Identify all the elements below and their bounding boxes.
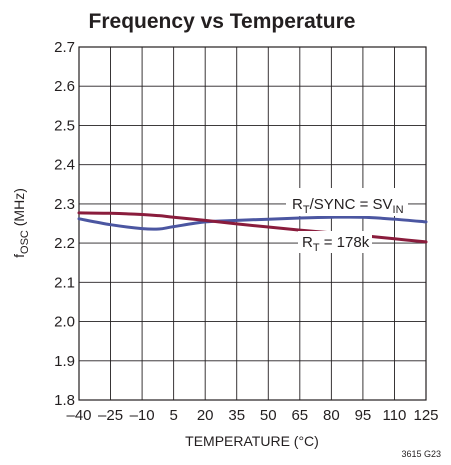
x-tick-label: –10 xyxy=(130,407,155,424)
y-tick-label: 2.4 xyxy=(54,157,75,174)
y-axis-label: fOSC (MHz) xyxy=(11,188,31,258)
x-axis-label: TEMPERATURE (°C) xyxy=(185,433,319,449)
annotation-part: R xyxy=(292,196,303,213)
x-tick-label: 5 xyxy=(169,407,177,424)
x-tick-label: 125 xyxy=(413,407,438,424)
plot-frame xyxy=(78,46,427,401)
y-tick-label: 2.2 xyxy=(54,235,75,252)
annotation-part: R xyxy=(302,234,313,251)
annotation-part: T xyxy=(303,204,310,216)
x-tick-label: 20 xyxy=(197,407,214,424)
y-axis-label-main: f xyxy=(11,254,27,258)
y-tick-label: 2.3 xyxy=(54,196,75,213)
series-annotation-1: RT/SYNC = SVIN xyxy=(292,196,404,216)
x-tick-label: 50 xyxy=(260,407,277,424)
series-lines xyxy=(77,211,428,244)
x-tick-label: 80 xyxy=(323,407,340,424)
annotation-part: /SYNC = SV xyxy=(310,196,393,213)
annotation-part: IN xyxy=(393,204,404,216)
y-tick-label: 2.5 xyxy=(54,117,75,134)
x-tick-label: –25 xyxy=(98,407,123,424)
annotation-backdrop xyxy=(298,231,372,253)
y-tick-label: 2.0 xyxy=(54,314,75,331)
x-tick-label: 95 xyxy=(355,407,372,424)
annotation-part: = 178k xyxy=(320,234,370,251)
y-tick-label: 1.8 xyxy=(54,392,75,409)
tick-labels: 1.8 1.9 2.0 2.1 2.2 2.3 2.4 2.5 2.6 2.7 –40 –25 –10 5… xyxy=(54,39,438,424)
x-tick-label: –40 xyxy=(66,407,91,424)
y-tick-label: 1.9 xyxy=(54,353,75,370)
series-annotation-2: RT = 178k xyxy=(302,234,370,254)
y-axis-label-sub: OSC xyxy=(19,230,31,254)
y-tick-label: 2.6 xyxy=(54,78,75,95)
grid xyxy=(79,47,426,400)
x-tick-label: 35 xyxy=(228,407,245,424)
chart-title: Frequency vs Temperature xyxy=(89,10,356,33)
y-axis-label-unit: (MHz) xyxy=(11,188,27,230)
series-line-1 xyxy=(77,215,428,231)
y-tick-label: 2.7 xyxy=(54,39,75,56)
x-tick-label: 110 xyxy=(382,407,406,424)
x-tick-label: 65 xyxy=(291,407,308,424)
y-tick-label: 2.1 xyxy=(54,274,75,291)
figure-id: 3615 G23 xyxy=(401,449,441,459)
annotation-backdrop xyxy=(286,188,408,216)
annotation-part: T xyxy=(313,242,320,254)
